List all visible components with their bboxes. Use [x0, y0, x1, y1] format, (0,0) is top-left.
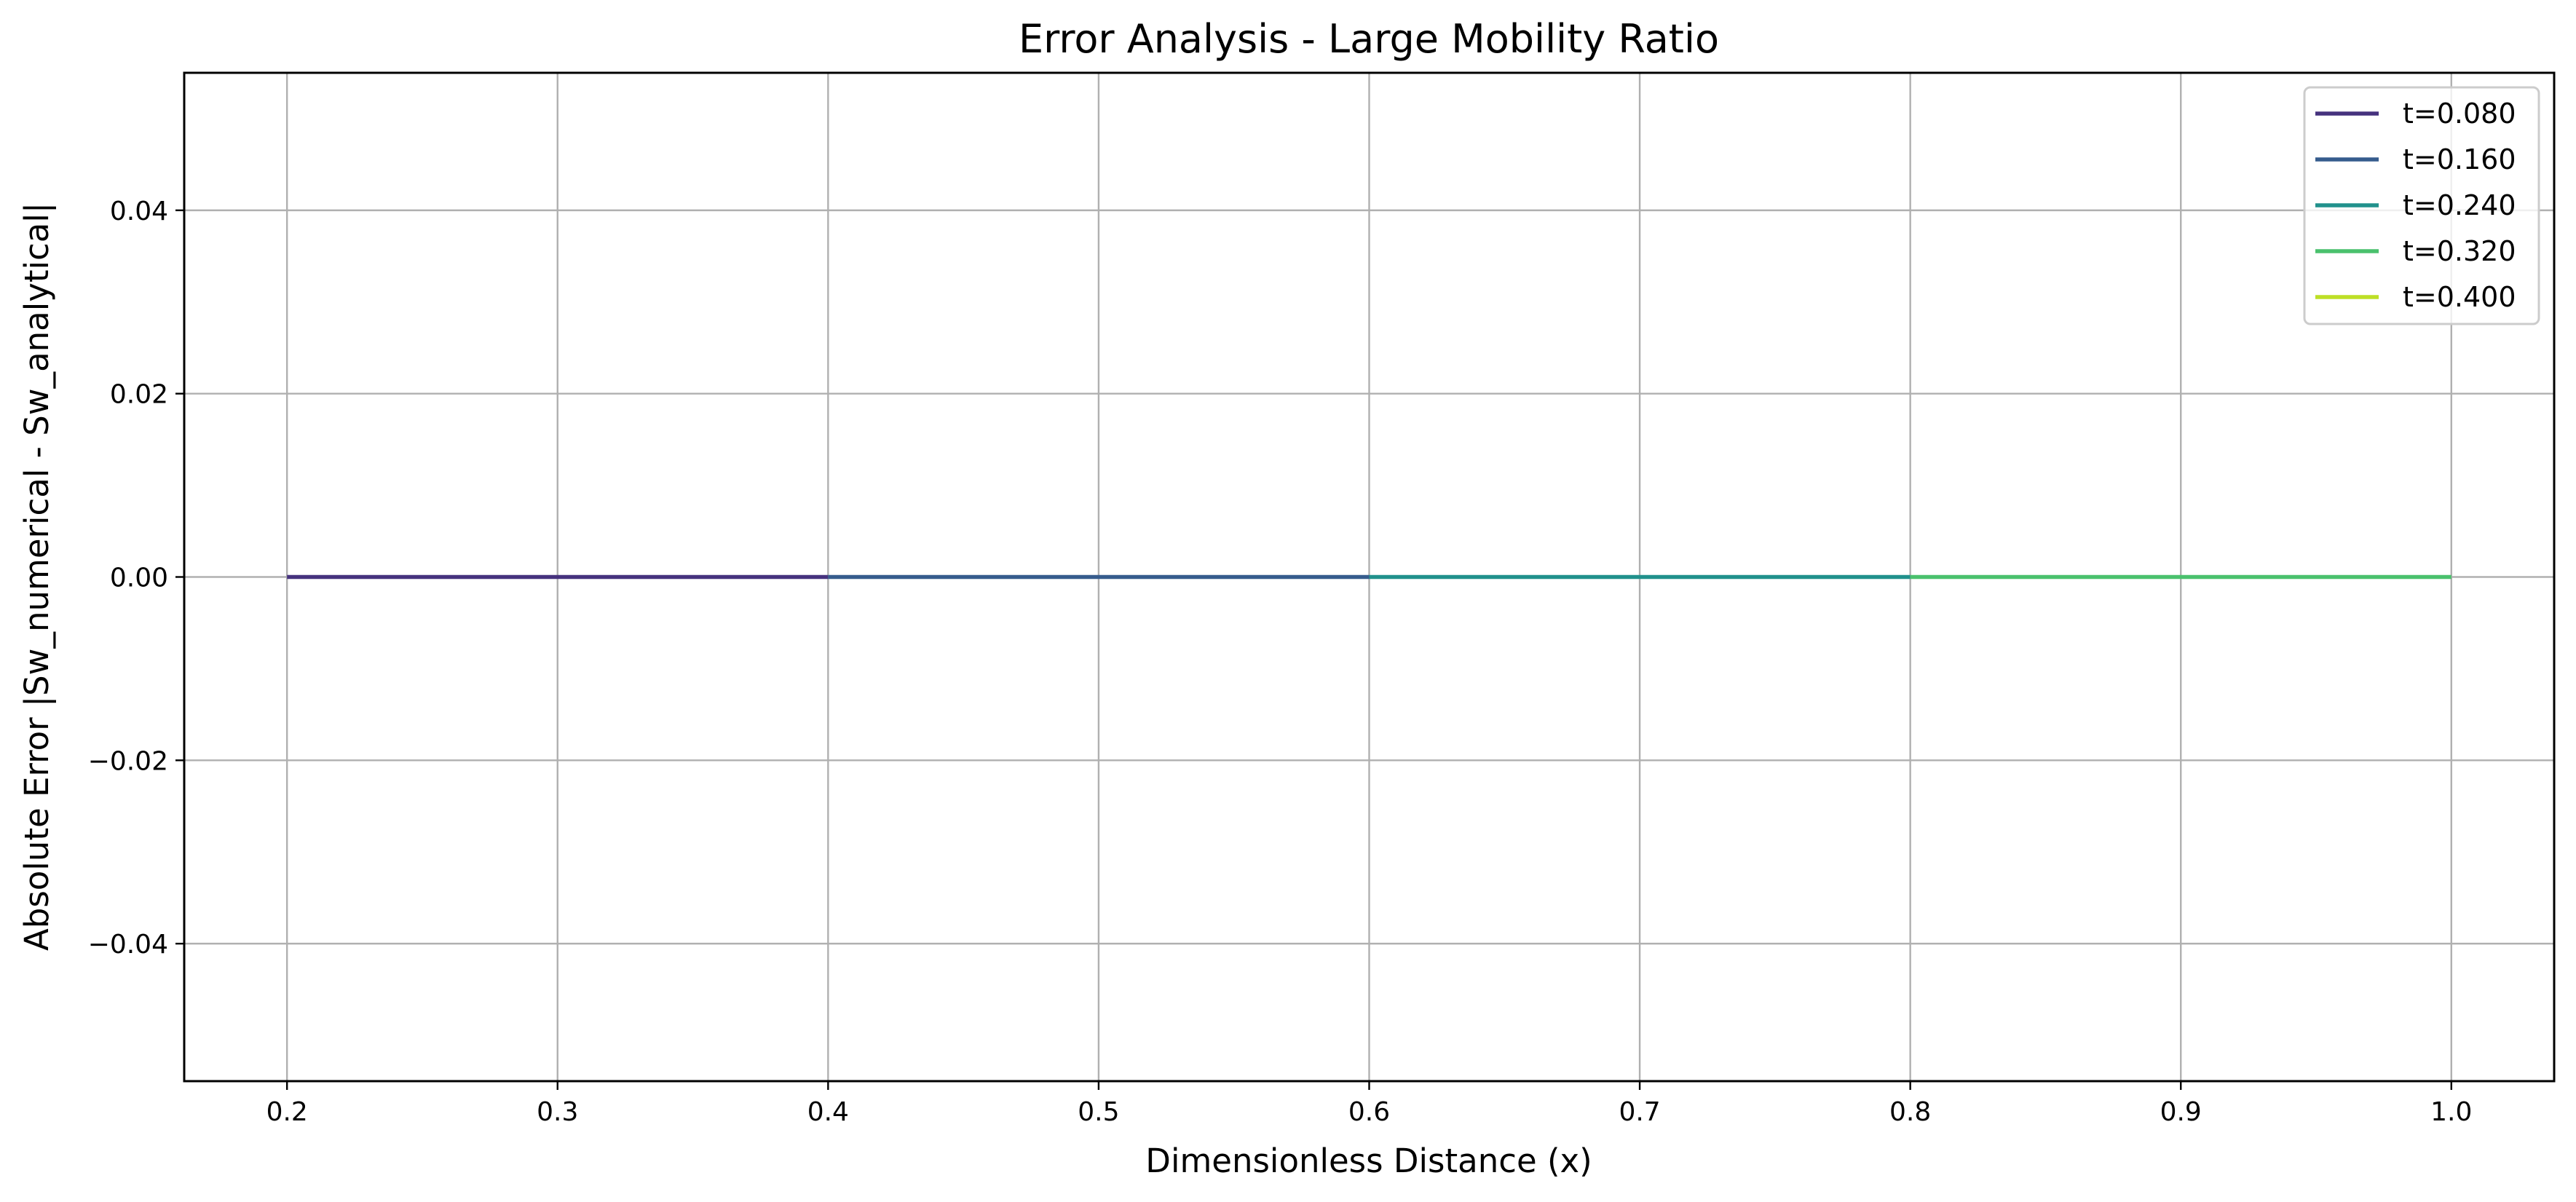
x-axis-title: Dimensionless Distance (x): [1145, 1142, 1592, 1180]
x-axis-ticks: 0.2 0.3 0.4 0.5 0.6 0.7 0.8 0.9 1.0: [266, 1081, 2472, 1127]
y-tick-label: −0.04: [88, 930, 168, 960]
y-tick-label: 0.00: [110, 564, 168, 593]
x-tick-label: 0.2: [266, 1097, 308, 1127]
y-tick-label: −0.02: [88, 746, 168, 776]
x-tick-label: 0.8: [1889, 1097, 1931, 1127]
chart-title: Error Analysis - Large Mobility Ratio: [1019, 16, 1719, 62]
x-tick-label: 0.6: [1348, 1097, 1390, 1127]
x-tick-label: 0.3: [537, 1097, 578, 1127]
x-tick-label: 0.7: [1619, 1097, 1660, 1127]
legend-label: t=0.240: [2403, 189, 2516, 221]
y-tick-label: 0.04: [110, 197, 168, 226]
x-tick-label: 0.9: [2160, 1097, 2202, 1127]
legend-label: t=0.320: [2403, 235, 2516, 267]
legend-label: t=0.160: [2403, 143, 2516, 175]
y-tick-label: 0.02: [110, 380, 168, 410]
legend-label: t=0.400: [2403, 281, 2516, 313]
legend-label: t=0.080: [2403, 98, 2516, 130]
legend-box: [2303, 86, 2540, 325]
y-axis-ticks: 0.04 0.02 0.00 −0.02 −0.04: [88, 197, 184, 960]
x-tick-label: 1.0: [2430, 1097, 2472, 1127]
x-tick-label: 0.4: [807, 1097, 849, 1127]
x-tick-label: 0.5: [1078, 1097, 1119, 1127]
y-axis-title: Absolute Error |Sw_numerical - Sw_analyt…: [17, 202, 56, 951]
legend: t=0.080 t=0.160 t=0.240 t=0.320 t=0.400: [2303, 86, 2540, 325]
